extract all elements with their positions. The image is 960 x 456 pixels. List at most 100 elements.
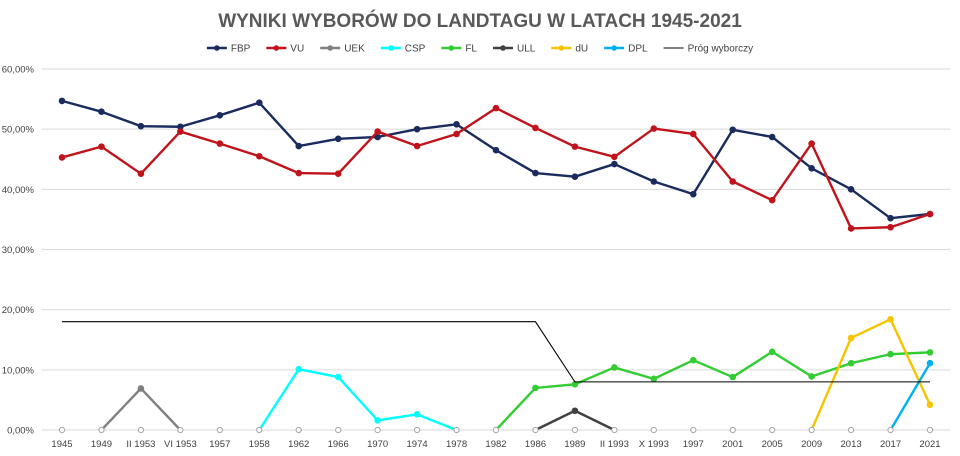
- legend-label: DPL: [628, 44, 648, 55]
- legend-item-vu: VU: [266, 44, 304, 55]
- legend-label: VU: [290, 44, 304, 55]
- data-point-vu: [137, 170, 145, 177]
- data-point-fbp: [453, 121, 460, 128]
- data-point-fl: [729, 373, 737, 381]
- data-point-du: [887, 315, 894, 323]
- series-line-uek: [100, 387, 182, 431]
- x-tick-label: 1958: [249, 439, 270, 450]
- data-point-fbp: [413, 125, 421, 133]
- y-tick-label: 40,00%: [2, 185, 35, 196]
- x-tick-label: 1986: [525, 439, 546, 450]
- legend-item-du: dU: [551, 44, 588, 55]
- x-tick-label: 1945: [51, 439, 72, 450]
- data-point-fbp: [334, 135, 342, 143]
- legend-marker: [387, 45, 394, 51]
- data-point-fbp: [58, 97, 66, 105]
- data-point-vu: [650, 125, 658, 132]
- data-point-fbp: [571, 173, 579, 180]
- x-tick-label: 2005: [762, 439, 783, 450]
- zero-marker: [335, 426, 342, 434]
- data-point-fl: [768, 348, 776, 356]
- y-tick-label: 60,00%: [2, 65, 35, 76]
- data-point-vu: [571, 143, 579, 150]
- x-tick-label: 1962: [288, 439, 309, 450]
- legend-marker: [273, 45, 280, 51]
- data-point-fbp: [137, 122, 145, 130]
- zero-marker: [453, 426, 460, 434]
- zero-marker: [256, 426, 263, 434]
- series-prog-wyborczy: [62, 321, 930, 383]
- data-point-vu: [887, 223, 894, 231]
- legend-marker: [558, 45, 565, 51]
- data-point-vu: [216, 140, 224, 147]
- data-point-csp: [374, 417, 381, 424]
- zero-marker: [177, 426, 184, 434]
- zero-marker: [847, 426, 855, 434]
- legend-item-dpl: DPL: [604, 44, 648, 55]
- x-tick-label: II 1953: [126, 439, 155, 450]
- zero-marker: [571, 426, 579, 434]
- x-tick-label: 1982: [485, 439, 506, 450]
- series-line-du: [810, 318, 932, 431]
- x-tick-label: 1997: [683, 439, 704, 450]
- x-tick-label: 2001: [722, 439, 743, 450]
- data-point-vu: [492, 104, 500, 112]
- data-point-vu: [58, 154, 66, 161]
- data-point-fbp: [650, 178, 658, 185]
- data-point-fl: [689, 356, 697, 364]
- data-point-fl: [611, 364, 618, 371]
- legend-marker: [327, 45, 333, 51]
- data-point-fl: [887, 350, 894, 358]
- legend-item-csp: CSP: [380, 44, 426, 55]
- series-line-dpl: [889, 362, 932, 431]
- data-point-fbp: [808, 164, 815, 172]
- data-point-fl: [847, 359, 855, 367]
- zero-marker: [769, 426, 776, 434]
- data-point-fbp: [611, 160, 618, 168]
- series-line-vu: [61, 106, 931, 230]
- x-tick-label: 1970: [367, 439, 388, 450]
- data-point-fbp: [887, 214, 894, 222]
- series-fl: [495, 348, 934, 431]
- legend-label: FL: [465, 44, 477, 55]
- x-axis-tick-labels: 1945 1949 II 1953 VI 1953 1957 1958 1962 1966 19…: [51, 439, 940, 450]
- x-tick-label: II 1993: [600, 439, 629, 450]
- data-point-csp: [334, 373, 342, 381]
- y-tick-label: 20,00%: [2, 305, 35, 316]
- zero-marker: [650, 426, 657, 434]
- x-tick-label: 1949: [91, 439, 112, 450]
- y-tick-label: 30,00%: [2, 245, 35, 256]
- zero-markers: [58, 426, 934, 434]
- zero-marker: [137, 426, 145, 434]
- x-tick-label: 1978: [446, 439, 467, 450]
- data-point-vu: [334, 170, 342, 177]
- data-point-vu: [729, 178, 737, 185]
- zero-marker: [729, 426, 736, 434]
- data-point-fbp: [98, 108, 105, 116]
- chart-title: WYNIKI WYBORÓW DO LANDTAGU W LATACH 1945…: [218, 10, 742, 32]
- series-line-fl: [495, 350, 931, 431]
- data-point-du: [926, 401, 934, 409]
- zero-marker: [690, 426, 697, 434]
- zero-marker: [532, 426, 539, 434]
- x-tick-label: 1974: [407, 439, 428, 450]
- series-vu: [58, 104, 934, 232]
- data-point-fbp: [768, 133, 776, 141]
- legend-label: ULL: [517, 44, 536, 55]
- legend-item-ull: ULL: [492, 44, 536, 55]
- data-point-vu: [532, 124, 539, 132]
- data-point-csp: [413, 411, 421, 418]
- series-ull: [534, 407, 615, 432]
- legend-marker: [500, 45, 506, 51]
- data-point-fbp: [295, 142, 303, 150]
- data-point-fbp: [689, 190, 697, 198]
- legend-marker: [611, 45, 617, 51]
- series-line-csp: [258, 368, 457, 432]
- y-tick-label: 10,00%: [2, 365, 35, 376]
- series-uek: [100, 385, 182, 431]
- data-point-fbp: [532, 169, 539, 177]
- x-tick-label: 1957: [209, 439, 230, 450]
- data-point-vu: [177, 128, 184, 135]
- legend: FBP VU UEK CSP FL ULL dU DPL Próg wyborczy: [206, 44, 753, 55]
